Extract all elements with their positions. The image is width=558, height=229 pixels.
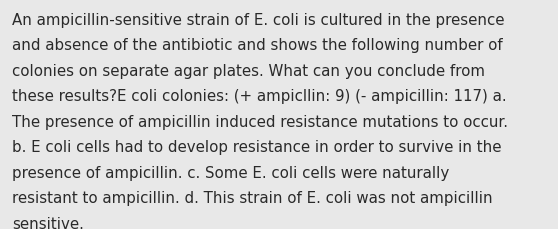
Text: colonies on separate agar plates. What can you conclude from: colonies on separate agar plates. What c… bbox=[12, 63, 485, 78]
Text: An ampicillin-sensitive strain of E. coli is cultured in the presence: An ampicillin-sensitive strain of E. col… bbox=[12, 13, 505, 27]
Text: resistant to ampicillin. d. This strain of E. coli was not ampicillin: resistant to ampicillin. d. This strain … bbox=[12, 191, 493, 205]
Text: b. E coli cells had to develop resistance in order to survive in the: b. E coli cells had to develop resistanc… bbox=[12, 140, 502, 155]
Text: sensitive.: sensitive. bbox=[12, 216, 84, 229]
Text: and absence of the antibiotic and shows the following number of: and absence of the antibiotic and shows … bbox=[12, 38, 503, 53]
Text: The presence of ampicillin induced resistance mutations to occur.: The presence of ampicillin induced resis… bbox=[12, 114, 508, 129]
Text: presence of ampicillin. c. Some E. coli cells were naturally: presence of ampicillin. c. Some E. coli … bbox=[12, 165, 450, 180]
Text: these results?E coli colonies: (+ ampicllin: 9) (- ampicillin: 117) a.: these results?E coli colonies: (+ ampicl… bbox=[12, 89, 507, 104]
